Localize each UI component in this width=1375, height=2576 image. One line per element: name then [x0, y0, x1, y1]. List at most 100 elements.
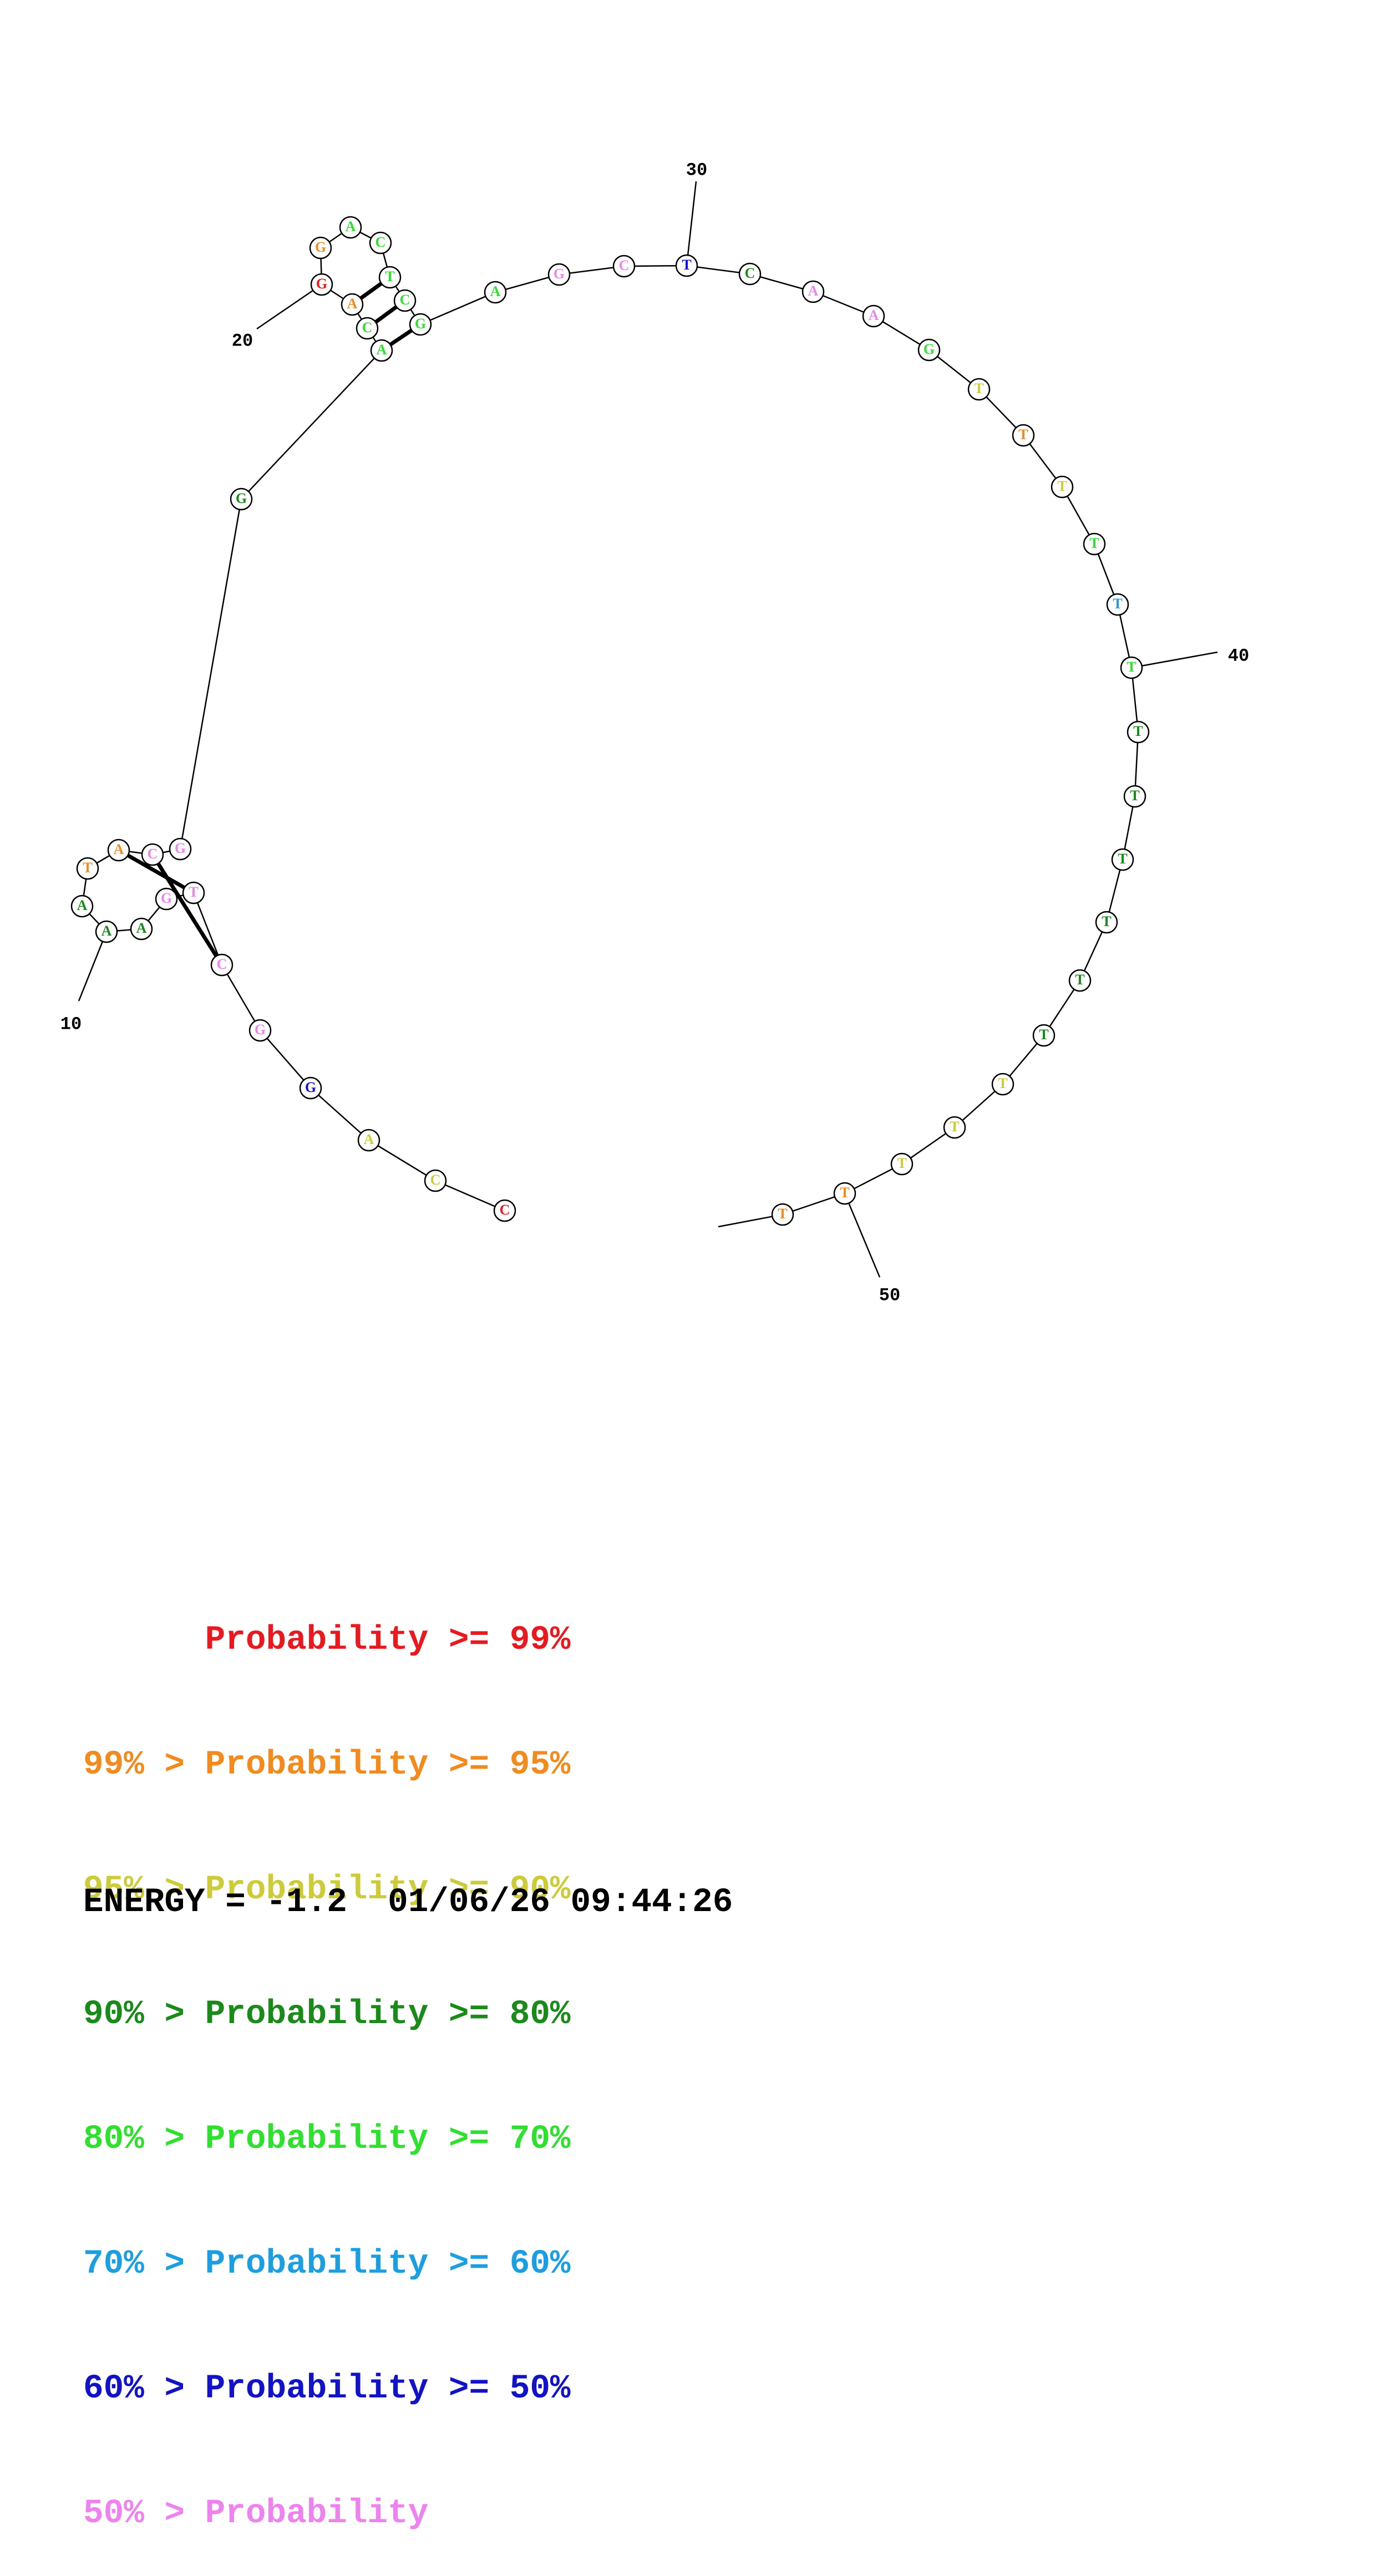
nucleotide-letter: C	[148, 846, 158, 862]
backbone-segment	[435, 1180, 505, 1212]
nucleotide: G	[409, 313, 432, 336]
nucleotide: T	[1012, 424, 1035, 447]
nucleotide-letter: T	[1127, 659, 1136, 675]
nucleotide-letter: G	[316, 276, 327, 292]
legend-row-orange: 99% > Probability >= 95%	[83, 1746, 571, 1784]
nucleotide-letter: T	[1118, 851, 1127, 867]
nucleotide-circle	[917, 338, 941, 362]
nucleotide-letter: G	[255, 1022, 266, 1038]
nucleotide-circle	[370, 339, 393, 362]
nucleotide-circle	[357, 1129, 380, 1152]
base-pair-layer	[118, 276, 422, 966]
nucleotide: T	[943, 1116, 966, 1139]
nucleotide-letter: T	[778, 1206, 787, 1222]
nucleotide-letter: A	[347, 296, 358, 312]
backbone-segment	[310, 1088, 369, 1141]
nucleotide-letter: G	[161, 890, 172, 906]
position-label: 20	[232, 331, 253, 351]
nucleotide: G	[309, 236, 332, 260]
position-label: 10	[60, 1014, 82, 1034]
nucleotide-circle	[393, 289, 417, 312]
nucleotide-letter: T	[840, 1185, 849, 1201]
nucleotide-letter: A	[136, 920, 147, 936]
nucleotide: A	[107, 839, 130, 862]
nucleotide: G	[155, 887, 178, 911]
nucleotide: T	[1083, 532, 1106, 556]
nucleotide-circle	[248, 1019, 272, 1042]
nucleotide-circle	[1083, 532, 1106, 556]
nucleotide: A	[95, 920, 118, 943]
nucleotide: T	[1111, 848, 1134, 871]
nucleotide-letter: A	[102, 923, 112, 939]
probability-legend: Probability >= 99% 99% > Probability >= …	[83, 1536, 571, 2576]
nucleotide-circle	[182, 881, 205, 905]
nucleotide-letter: T	[1057, 478, 1067, 494]
nucleotide: G	[547, 263, 571, 286]
nucleotide-letter: C	[400, 292, 410, 308]
position-label: 50	[879, 1285, 900, 1305]
nucleotide-letter: T	[1113, 596, 1122, 612]
nucleotide: G	[299, 1076, 322, 1100]
nucleotide: G	[230, 487, 253, 511]
nucleotide-letter: T	[1018, 426, 1028, 443]
legend-row-blue: 60% > Probability >= 50%	[83, 2370, 571, 2408]
nucleotide-letter: A	[377, 342, 387, 358]
nucleotide: T	[833, 1182, 856, 1205]
nucleotide: T	[1123, 785, 1146, 808]
nucleotide: G	[169, 837, 192, 861]
nucleotide-letter: C	[500, 1202, 510, 1218]
nucleotide: A	[484, 281, 507, 304]
base-pair-bond	[151, 853, 224, 966]
position-tick-line	[256, 283, 322, 330]
nucleotide: C	[210, 953, 234, 977]
nucleotide-letter: T	[998, 1075, 1007, 1091]
nucleotide-circle	[738, 262, 762, 286]
nucleotide-circle	[424, 1169, 447, 1192]
nucleotide: T	[675, 254, 698, 277]
nucleotide: T	[182, 881, 205, 905]
nucleotide-circle	[309, 236, 332, 260]
nucleotide-circle	[369, 231, 392, 255]
nucleotide-circle	[801, 280, 825, 303]
nucleotide: T	[1051, 475, 1074, 499]
backbone-segment	[179, 499, 242, 850]
nucleotide-circle	[356, 317, 379, 340]
position-tick-layer: 10 20 30 40 50	[60, 160, 1249, 1305]
nucleotide-letter: T	[1039, 1027, 1048, 1043]
nucleotide: A	[339, 216, 362, 239]
nucleotide: T	[1068, 969, 1092, 992]
nucleotide-circle	[493, 1199, 516, 1222]
nucleotide: C	[738, 262, 762, 286]
position-label: 40	[1228, 646, 1249, 666]
backbone-segment	[221, 964, 261, 1031]
nucleotide: A	[801, 280, 825, 303]
nucleotide-circle	[310, 273, 333, 296]
legend-row-light-green: 80% > Probability >= 70%	[83, 2120, 571, 2158]
nucleotide-circle	[378, 266, 402, 289]
nucleotide-circle	[70, 895, 94, 918]
nucleotide-letter: T	[1133, 723, 1143, 739]
nucleotide-circle	[1120, 656, 1143, 679]
nucleotide-circle	[967, 378, 991, 401]
nucleotide-circle	[107, 839, 130, 862]
nucleotide: T	[967, 378, 991, 401]
backbone-segment	[241, 350, 382, 500]
nucleotide-letter: C	[217, 956, 227, 972]
legend-row-dark-green: 90% > Probability >= 80%	[83, 1995, 571, 2034]
nucleotide-circle	[155, 887, 178, 911]
nucleotide: T	[890, 1152, 914, 1176]
legend-row-cyan: 70% > Probability >= 60%	[83, 2245, 571, 2283]
nucleotide-letter: C	[376, 234, 386, 250]
nucleotide-letter: T	[385, 268, 394, 284]
nucleotide: T	[991, 1073, 1014, 1096]
nucleotide: C	[424, 1169, 447, 1192]
nucleotide-letter: A	[490, 283, 501, 299]
nucleotide-letter: T	[1075, 972, 1084, 988]
nucleotide: T	[1127, 720, 1150, 744]
nucleotide: C	[612, 255, 636, 278]
nucleotide-letter: T	[897, 1155, 906, 1171]
backbone-segment	[368, 1139, 436, 1182]
nucleotide-letter: T	[1089, 535, 1099, 551]
nucleotide-letter: T	[83, 860, 92, 876]
